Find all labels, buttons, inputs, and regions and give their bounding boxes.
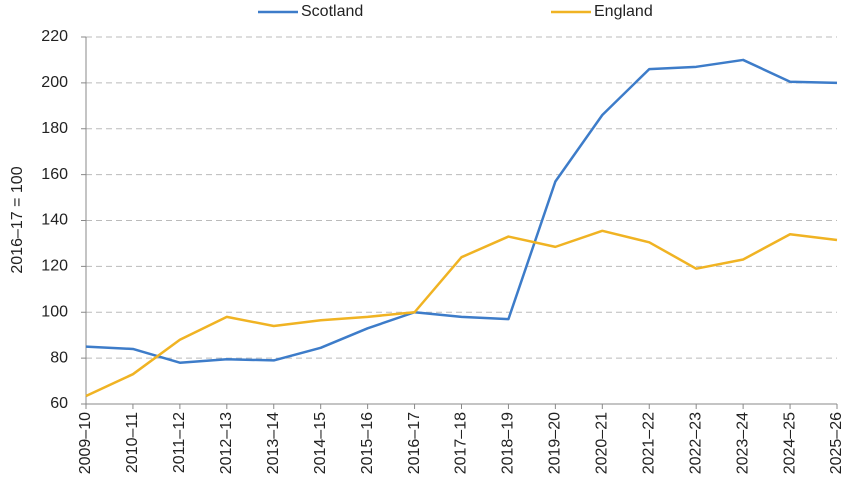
y-tick-label: 100	[41, 303, 68, 320]
y-tick-label: 80	[50, 349, 68, 366]
x-tick-label: 2022–23	[687, 412, 704, 474]
legend-label: Scotland	[301, 3, 363, 20]
x-tick-label: 2021–22	[640, 412, 657, 474]
x-tick-label: 2018–19	[500, 412, 517, 474]
y-tick-label: 140	[41, 212, 68, 229]
series-line	[85, 229, 838, 398]
x-tick-label: 2016–17	[406, 412, 423, 474]
series-line	[85, 58, 838, 364]
x-tick-label: 2025–26	[828, 412, 845, 474]
x-tick-label: 2024–25	[781, 412, 798, 474]
x-tick-label: 2010–11	[124, 412, 141, 473]
x-tick-label: 2015–16	[359, 412, 376, 474]
y-axis-label: 2016–17 = 100	[9, 166, 26, 273]
legend-label: England	[594, 3, 653, 20]
y-tick-label: 220	[41, 28, 68, 45]
y-tick-label: 120	[41, 258, 68, 275]
x-tick-label: 2011–12	[171, 412, 188, 473]
x-tick-label: 2017–18	[453, 412, 470, 474]
y-tick-label: 60	[50, 395, 68, 412]
y-tick-label: 160	[41, 166, 68, 183]
x-tick-label: 2014–15	[312, 412, 329, 474]
y-tick-label: 200	[41, 74, 68, 91]
x-tick-label: 2009–10	[77, 412, 94, 474]
x-tick-label: 2013–14	[265, 412, 282, 474]
y-tick-label: 180	[41, 120, 68, 137]
x-tick-label: 2012–13	[218, 412, 235, 474]
x-tick-label: 2020–21	[594, 412, 611, 474]
x-tick-label: 2023–24	[734, 412, 751, 474]
x-tick-label: 2019–20	[547, 412, 564, 474]
